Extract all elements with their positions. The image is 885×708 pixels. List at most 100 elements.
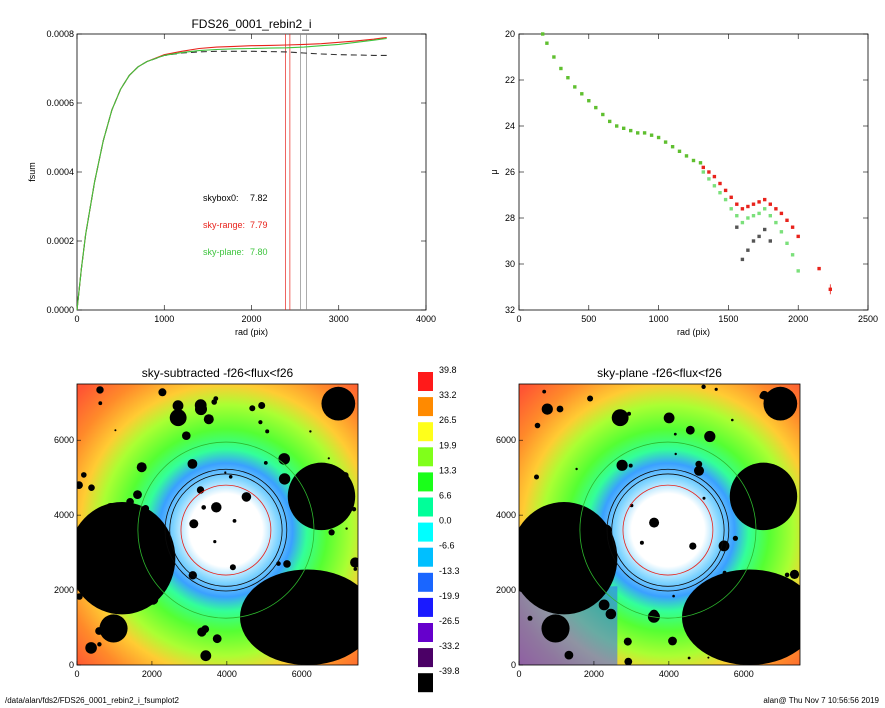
mu-point-sky-range xyxy=(817,266,821,271)
img1-ytick-label: 6000 xyxy=(54,435,74,445)
fsum-panel: FDS26_0001_rebin2_i 0 1000 2000 3000 4000 0.00… xyxy=(27,17,436,337)
fsum-ytick-label: 0.0004 xyxy=(46,167,74,177)
mu-point-skybox0 xyxy=(735,225,739,229)
img1-mask-source xyxy=(81,472,87,478)
img1-mask-source xyxy=(77,593,83,600)
img2-mask-source xyxy=(556,405,564,413)
img2-mask-source xyxy=(542,389,547,394)
img2-mask-source xyxy=(623,637,632,646)
colorbar-label: -26.5 xyxy=(439,616,460,626)
img1-mask-source xyxy=(283,560,291,568)
fsum-series-sky-plane xyxy=(76,37,387,311)
colorbar-label: -6.6 xyxy=(439,541,455,551)
img1-mask-source xyxy=(212,634,222,644)
img2-mask-source xyxy=(687,656,691,660)
img2-mask-source xyxy=(672,594,675,598)
fsum-series-skybox0 xyxy=(76,50,387,311)
img1-mask-source xyxy=(328,529,335,536)
img2-xtick-label: 2000 xyxy=(584,669,604,679)
img1-mask-bl xyxy=(99,614,128,643)
img1-mask-bottom xyxy=(240,569,358,665)
img2-mask-source xyxy=(534,474,539,480)
img2-mask-source xyxy=(707,656,710,659)
img2-xtick-label: 0 xyxy=(516,669,521,679)
img1-mask-source xyxy=(278,453,291,465)
img2-mask-source xyxy=(689,542,697,550)
img1-title: sky-subtracted -f26<flux<f26 xyxy=(142,366,294,380)
colorbar-swatch xyxy=(418,372,433,391)
img1-ytick-label: 4000 xyxy=(54,510,74,520)
img2-aperture xyxy=(606,468,730,592)
img1-xtick-label: 6000 xyxy=(292,669,312,679)
colorbar-label: 39.8 xyxy=(439,365,457,375)
img2-mask-source xyxy=(694,465,704,476)
fsum-xtick-label: 4000 xyxy=(416,314,436,324)
img1-mask-source xyxy=(350,557,358,568)
img2-mask-source xyxy=(704,430,716,443)
fsum-xtick-label: 3000 xyxy=(329,314,349,324)
img1-mask-source xyxy=(194,399,207,412)
img2-ytick-label: 0 xyxy=(511,660,516,670)
img1-mask-source xyxy=(249,405,256,412)
mu-point-profile xyxy=(677,149,682,153)
img2-title: sky-plane -f26<flux<f26 xyxy=(597,366,722,380)
fsum-xtick-label: 1000 xyxy=(154,314,174,324)
img1-mask-source xyxy=(133,490,142,499)
mu-point-profile xyxy=(552,55,556,59)
colorbar-swatch xyxy=(418,472,433,492)
fsum-annotation-label: sky-plane: xyxy=(203,247,244,257)
mu-point-sky-range xyxy=(723,188,728,193)
img1-mask-source xyxy=(224,471,227,474)
img2-mask-left xyxy=(519,502,618,615)
mu-point-profile xyxy=(642,131,647,135)
img2-mask-source xyxy=(732,535,739,541)
mu-point-sky-range xyxy=(768,202,772,206)
mu-xtick-label: 0 xyxy=(516,314,521,324)
mu-point-sky-range xyxy=(740,207,745,211)
img1-mask-source xyxy=(187,459,198,469)
img1-xtick-label: 0 xyxy=(74,669,79,679)
mu-ylabel: μ xyxy=(489,169,499,174)
mu-ytick-label: 30 xyxy=(505,259,515,269)
img1-mask-source xyxy=(200,650,212,662)
mu-point-sky-plane xyxy=(735,214,739,218)
img1-mask-source xyxy=(232,519,237,523)
fsum-xtick-label: 2000 xyxy=(241,314,261,324)
mu-point-sky-plane xyxy=(718,191,722,195)
img2-mask-source xyxy=(527,615,533,621)
mu-point-sky-range xyxy=(735,202,739,206)
mu-point-sky-plane xyxy=(768,214,772,218)
img1-mask-source xyxy=(98,401,103,406)
img1-mask-source xyxy=(182,431,191,441)
colorbar-swatch xyxy=(418,447,433,467)
fsum-annotation-label: sky-range: xyxy=(203,220,245,230)
img2-mask-small xyxy=(611,409,629,427)
img1-mask-source xyxy=(189,519,199,529)
colorbar-label: 26.5 xyxy=(439,415,457,425)
mu-point-sky-plane xyxy=(785,241,789,245)
mu-point-sky-plane xyxy=(779,230,784,234)
mu-point-sky-range xyxy=(718,181,722,186)
img1-mask-source xyxy=(96,386,104,394)
fsum-ylabel: fsum xyxy=(27,162,37,182)
mu-point-profile xyxy=(622,126,626,130)
fsum-ytick-label: 0.0002 xyxy=(46,236,74,246)
img2-mask-source xyxy=(668,636,677,646)
img2-mask-source xyxy=(674,452,677,456)
img1-mask-source xyxy=(327,457,330,460)
img1-mask-source xyxy=(114,429,117,432)
colorbar-label: 0.0 xyxy=(439,516,452,526)
mu-ytick-label: 32 xyxy=(505,305,515,315)
img1-ytick-label: 2000 xyxy=(54,585,74,595)
fsum-title: FDS26_0001_rebin2_i xyxy=(191,17,311,31)
mu-point-sky-plane xyxy=(757,211,761,216)
img2-panel: sky-plane -f26<flux<f26 0 2000 4000 6000 0 200… xyxy=(496,366,801,679)
mu-point-skybox0 xyxy=(740,257,745,262)
mu-point-profile xyxy=(573,85,577,89)
img2-mask-source xyxy=(663,412,675,424)
mu-point-profile xyxy=(580,92,584,96)
mu-point-profile xyxy=(670,145,675,149)
img1-aperture xyxy=(180,484,272,576)
mu-xlabel: rad (pix) xyxy=(677,327,710,337)
fsum-series-sky-range xyxy=(76,36,387,311)
